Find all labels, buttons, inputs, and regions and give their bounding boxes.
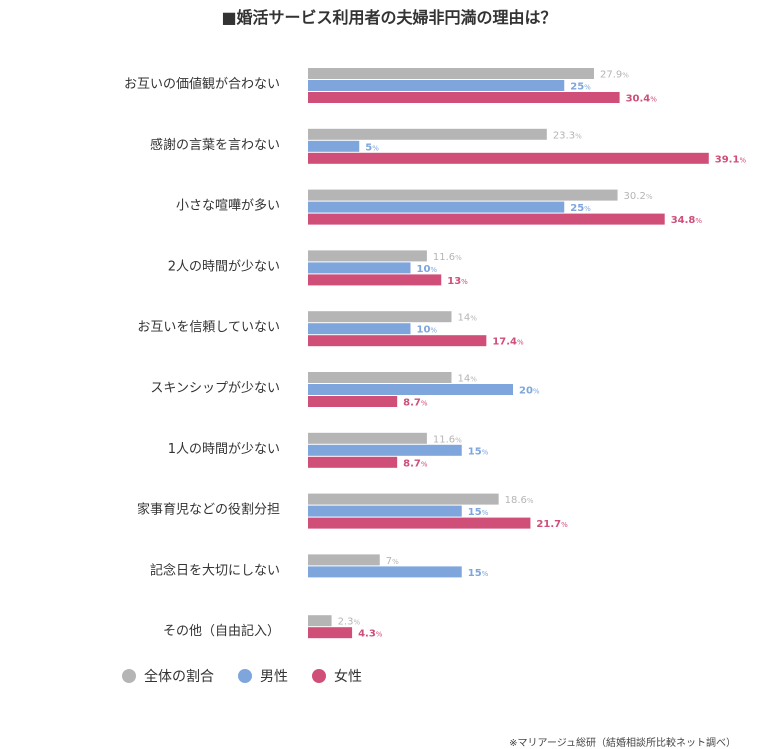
- bar-chart: お互いの価値観が合わない 27.9% 25% 30.4% 感謝の言葉を言わない 23.3%…: [124, 68, 747, 640]
- bar: [308, 396, 398, 407]
- bar: [308, 128, 547, 140]
- data-label: 15%: [468, 568, 489, 579]
- bar: [308, 311, 452, 323]
- data-label: 10%: [417, 264, 438, 275]
- data-label: 5%: [365, 142, 379, 153]
- data-label: 27.9%: [600, 70, 629, 81]
- data-label: 34.8%: [671, 215, 703, 226]
- bar: [308, 80, 565, 91]
- legend: 全体の割合 男性 女性: [122, 666, 362, 686]
- data-label: 11.6%: [433, 434, 462, 445]
- data-label: 7%: [386, 556, 399, 567]
- bar: [308, 505, 462, 517]
- bar: [308, 627, 353, 639]
- data-label: 23.3%: [553, 130, 582, 141]
- data-label: 25%: [570, 203, 591, 214]
- data-label: 20%: [519, 386, 540, 397]
- bar: [308, 566, 462, 578]
- data-label: 13%: [447, 276, 468, 287]
- data-label: 25%: [570, 82, 591, 93]
- bar: [308, 432, 427, 444]
- category-label: 感謝の言葉を言わない: [150, 137, 280, 153]
- category-label: 家事育児などの役割分担: [137, 502, 280, 518]
- bar: [308, 323, 411, 335]
- bar: [308, 372, 452, 383]
- category-label: お互いの価値観が合わない: [124, 76, 280, 92]
- bar: [308, 250, 427, 262]
- category-label: 小さな喧嘩が多い: [176, 198, 280, 214]
- category-label: その他（自由記入）: [163, 623, 280, 639]
- data-label: 10%: [417, 325, 438, 336]
- data-label: 39.1%: [715, 154, 747, 165]
- data-label: 15%: [468, 446, 489, 457]
- legend-swatch-total: [122, 669, 136, 683]
- bar: [308, 493, 499, 505]
- data-label: 2.3%: [338, 617, 361, 628]
- data-label: 30.4%: [626, 94, 658, 105]
- category-label: スキンシップが少ない: [150, 381, 280, 396]
- data-label: 4.3%: [358, 629, 383, 640]
- data-label: 21.7%: [536, 519, 568, 530]
- legend-item-total: 全体の割合: [122, 666, 214, 686]
- bar: [308, 384, 513, 395]
- bar: [308, 189, 618, 201]
- category-label: お互いを信頼していない: [137, 320, 280, 335]
- bar: [308, 335, 487, 347]
- legend-item-female: 女性: [312, 666, 362, 686]
- data-label: 18.6%: [505, 495, 534, 506]
- chart-title: ■婚活サービス利用者の夫婦非円満の理由は？: [221, 8, 557, 27]
- bar: [308, 554, 380, 566]
- bar: [308, 152, 709, 164]
- data-label: 17.4%: [492, 337, 524, 348]
- legend-label-total: 全体の割合: [144, 669, 214, 685]
- data-label: 8.7%: [403, 398, 428, 409]
- category-label: 記念日を大切にしない: [150, 562, 280, 578]
- bar: [308, 68, 594, 79]
- data-label: 14%: [458, 374, 478, 385]
- category-label: 1人の時間が少ない: [168, 442, 280, 457]
- source-note: ※マリアージュ総研（結婚相談所比較ネット調べ）: [509, 738, 736, 749]
- legend-label-female: 女性: [334, 669, 362, 685]
- bar: [308, 201, 565, 213]
- bar: [308, 140, 360, 152]
- bar: [308, 213, 665, 225]
- data-label: 30.2%: [624, 191, 653, 202]
- legend-label-male: 男性: [260, 669, 288, 685]
- bar: [308, 517, 531, 529]
- bar: [308, 615, 332, 627]
- bar: [308, 92, 620, 103]
- legend-item-male: 男性: [238, 666, 288, 686]
- legend-swatch-female: [312, 669, 326, 683]
- data-label: 11.6%: [433, 252, 462, 263]
- bar: [308, 262, 411, 274]
- data-label: 14%: [458, 313, 478, 324]
- data-label: 15%: [468, 507, 489, 518]
- bar: [308, 274, 442, 286]
- data-label: 8.7%: [403, 458, 428, 469]
- bar: [308, 444, 462, 456]
- bar: [308, 456, 398, 468]
- legend-swatch-male: [238, 669, 252, 683]
- category-label: 2人の時間が少ない: [168, 259, 280, 274]
